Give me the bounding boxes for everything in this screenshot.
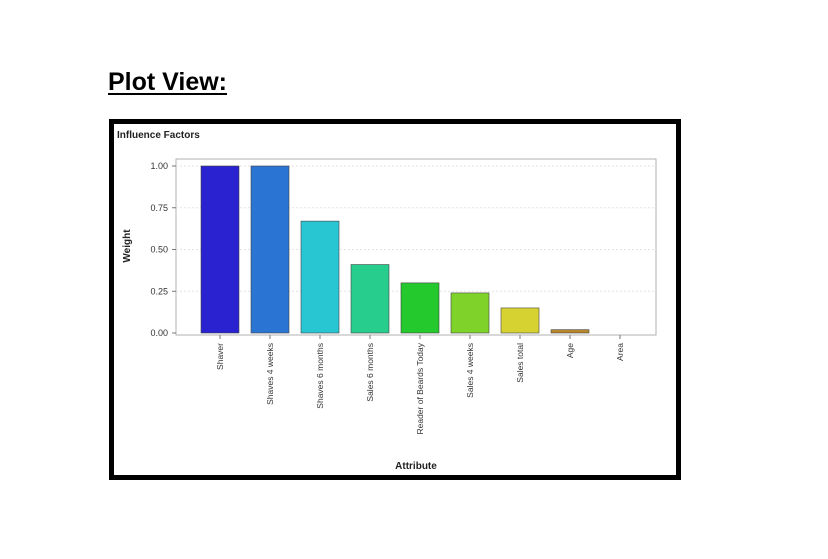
bar xyxy=(200,165,240,334)
y-axis: 0.00 0.25 0.50 0.75 1.00 xyxy=(150,161,176,338)
chart-frame: Influence Factors 0.00 0.25 0.50 0.75 1.00 S… xyxy=(109,119,681,480)
y-tick-label: 1.00 xyxy=(150,161,168,171)
y-tick-label: 0.75 xyxy=(150,203,168,213)
bar xyxy=(400,282,440,334)
x-tick-label: Area xyxy=(615,343,625,361)
x-tick-label: Shaves 6 months xyxy=(315,343,325,409)
x-tick-label: Reader of Beards Today xyxy=(415,342,425,434)
x-axis: Shaver Shaves 4 weeks Shaves 6 months Sales… xyxy=(215,335,625,435)
chart-title: Influence Factors xyxy=(117,130,200,141)
x-tick-label: Sales total xyxy=(515,343,525,383)
bars xyxy=(200,165,590,334)
y-tick-label: 0.25 xyxy=(150,286,168,296)
x-tick-label: Sales 6 months xyxy=(365,343,375,402)
x-tick-label: Age xyxy=(565,343,575,358)
bar xyxy=(500,307,540,334)
x-tick-label: Sales 4 weeks xyxy=(465,343,475,398)
y-tick-label: 0.50 xyxy=(150,245,168,255)
bar xyxy=(350,264,390,334)
page-heading: Plot View: xyxy=(108,68,228,96)
y-axis-label: Weight xyxy=(122,229,133,263)
x-axis-label: Attribute xyxy=(395,461,437,472)
bar-chart: Influence Factors 0.00 0.25 0.50 0.75 1.00 S… xyxy=(117,130,657,472)
x-tick-label: Shaves 4 weeks xyxy=(265,343,275,405)
y-tick-label: 0.00 xyxy=(150,328,168,338)
bar xyxy=(300,220,340,334)
bar xyxy=(250,165,290,334)
bar xyxy=(450,292,490,334)
bar xyxy=(550,329,590,334)
x-tick-label: Shaver xyxy=(215,343,225,370)
